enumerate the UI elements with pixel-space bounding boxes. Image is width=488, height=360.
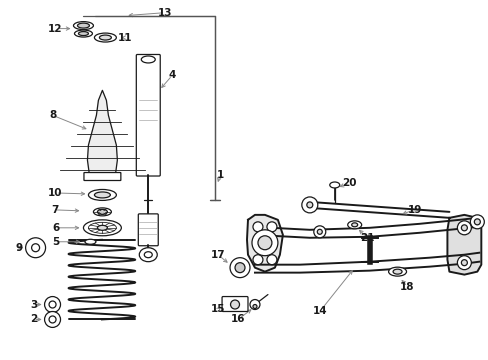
Circle shape bbox=[235, 263, 244, 273]
Ellipse shape bbox=[77, 23, 89, 28]
Circle shape bbox=[258, 236, 271, 250]
Ellipse shape bbox=[144, 252, 152, 258]
Circle shape bbox=[266, 222, 276, 232]
Ellipse shape bbox=[388, 267, 406, 276]
Text: 11: 11 bbox=[118, 32, 132, 42]
Text: 5: 5 bbox=[52, 237, 59, 247]
Ellipse shape bbox=[94, 33, 116, 42]
Text: 3: 3 bbox=[30, 300, 37, 310]
Circle shape bbox=[252, 255, 263, 265]
Text: 16: 16 bbox=[230, 314, 245, 324]
Circle shape bbox=[266, 255, 276, 265]
Text: 10: 10 bbox=[48, 188, 62, 198]
Text: 18: 18 bbox=[400, 282, 414, 292]
Circle shape bbox=[306, 202, 312, 208]
Circle shape bbox=[49, 316, 56, 323]
Ellipse shape bbox=[347, 221, 361, 229]
Circle shape bbox=[44, 311, 61, 328]
Text: 2: 2 bbox=[30, 314, 37, 324]
Ellipse shape bbox=[78, 32, 88, 36]
Text: 20: 20 bbox=[342, 178, 356, 188]
Text: 21: 21 bbox=[360, 233, 374, 243]
Circle shape bbox=[25, 238, 45, 258]
Circle shape bbox=[456, 221, 470, 235]
Circle shape bbox=[252, 305, 256, 309]
Text: 13: 13 bbox=[158, 8, 172, 18]
Text: 12: 12 bbox=[48, 24, 62, 33]
FancyBboxPatch shape bbox=[222, 297, 247, 311]
Circle shape bbox=[49, 301, 56, 308]
Ellipse shape bbox=[83, 220, 121, 236]
Circle shape bbox=[461, 260, 467, 266]
Text: 15: 15 bbox=[210, 305, 225, 315]
Text: 19: 19 bbox=[407, 205, 421, 215]
Polygon shape bbox=[447, 215, 480, 275]
FancyBboxPatch shape bbox=[136, 54, 160, 176]
FancyBboxPatch shape bbox=[84, 172, 121, 180]
Text: 17: 17 bbox=[210, 250, 225, 260]
Ellipse shape bbox=[97, 210, 107, 214]
Text: 8: 8 bbox=[49, 110, 56, 120]
Text: 7: 7 bbox=[51, 205, 58, 215]
Ellipse shape bbox=[85, 239, 96, 244]
Circle shape bbox=[473, 219, 479, 225]
Circle shape bbox=[249, 300, 260, 310]
Ellipse shape bbox=[351, 223, 357, 227]
Ellipse shape bbox=[88, 189, 116, 201]
Circle shape bbox=[252, 222, 263, 232]
Text: 4: 4 bbox=[168, 71, 176, 80]
Polygon shape bbox=[246, 215, 283, 272]
Circle shape bbox=[44, 297, 61, 312]
Ellipse shape bbox=[73, 22, 93, 30]
Circle shape bbox=[469, 215, 483, 229]
Circle shape bbox=[317, 229, 322, 234]
Polygon shape bbox=[87, 90, 117, 175]
Ellipse shape bbox=[99, 35, 111, 40]
Circle shape bbox=[251, 230, 277, 256]
Circle shape bbox=[230, 300, 239, 309]
Ellipse shape bbox=[97, 225, 107, 230]
Circle shape bbox=[456, 256, 470, 270]
Circle shape bbox=[313, 226, 325, 238]
Ellipse shape bbox=[94, 192, 110, 198]
Ellipse shape bbox=[141, 56, 155, 63]
Ellipse shape bbox=[139, 248, 157, 262]
Text: 6: 6 bbox=[52, 223, 59, 233]
Text: 1: 1 bbox=[216, 170, 223, 180]
Text: 14: 14 bbox=[312, 306, 326, 316]
Ellipse shape bbox=[74, 30, 92, 37]
Circle shape bbox=[32, 244, 40, 252]
Circle shape bbox=[301, 197, 317, 213]
Ellipse shape bbox=[93, 208, 111, 216]
FancyBboxPatch shape bbox=[138, 214, 158, 246]
Ellipse shape bbox=[392, 269, 401, 274]
Text: 9: 9 bbox=[15, 243, 22, 253]
Circle shape bbox=[229, 258, 249, 278]
Ellipse shape bbox=[329, 182, 339, 188]
Circle shape bbox=[461, 225, 467, 231]
